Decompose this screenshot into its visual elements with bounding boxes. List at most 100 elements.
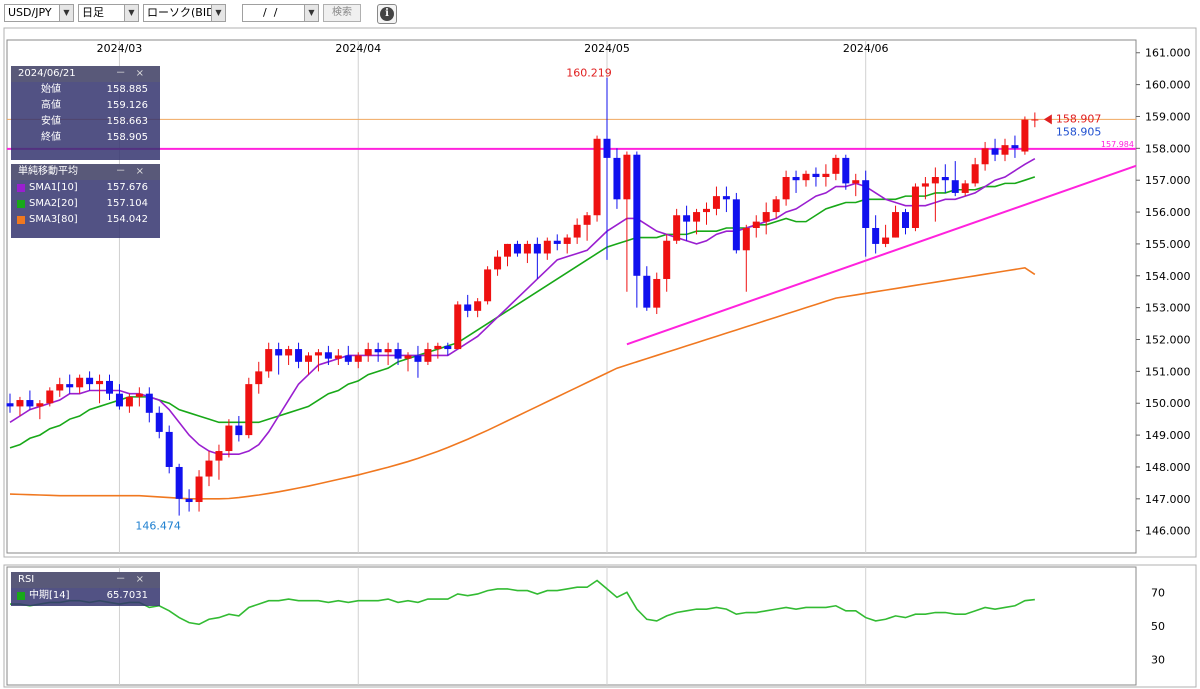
plot-area: [6, 39, 1137, 554]
panel-controls[interactable]: －×: [116, 164, 154, 180]
candle-body: [444, 345, 452, 350]
y-tick-label: 156.000: [1145, 206, 1191, 219]
x-tick-label: 2024/03: [97, 42, 143, 55]
candle-body: [374, 349, 382, 353]
chevron-down-icon[interactable]: ▼: [211, 5, 225, 21]
ohlc-label: 始値: [41, 84, 61, 95]
panel-controls[interactable]: －×: [116, 66, 154, 82]
timeframe-select[interactable]: 日足 ▼: [78, 4, 139, 22]
candle-body: [1021, 119, 1029, 152]
date-input[interactable]: / / ▼: [242, 4, 319, 22]
ohlc-row-open: 始値 158.885: [11, 82, 160, 98]
rsi-plot-area: [6, 566, 1137, 686]
ohlc-value: 158.885: [106, 84, 148, 95]
chevron-down-icon[interactable]: ▼: [59, 5, 73, 21]
candle-body: [892, 212, 900, 238]
y-tick-label: 154.000: [1145, 270, 1191, 283]
rsi-line: [10, 579, 1035, 626]
candle-body: [782, 177, 790, 200]
candle-body: [424, 349, 432, 362]
candle-body: [404, 355, 412, 359]
sma-label: SMA1[10]: [29, 182, 78, 193]
minimize-icon[interactable]: －: [115, 166, 136, 177]
candle-body: [703, 208, 710, 213]
candle-body: [693, 212, 701, 222]
x-tick-label: 2024/06: [843, 42, 889, 55]
candle-body: [712, 196, 720, 209]
symbol-select[interactable]: USD/JPY ▼: [4, 4, 74, 22]
candle-body: [722, 196, 730, 200]
panel-controls[interactable]: －×: [116, 572, 154, 588]
candle-body: [76, 377, 84, 388]
candle-body: [66, 384, 74, 388]
candle-body: [732, 199, 740, 251]
candle-body: [195, 476, 203, 503]
rsi-row[interactable]: 中期[14] 65.7031: [11, 588, 160, 604]
candle-body: [275, 349, 283, 356]
candle-body: [643, 275, 651, 308]
last-close-label: 158.905: [1056, 125, 1102, 138]
candle-body: [305, 355, 312, 362]
candle-body: [295, 349, 303, 362]
sma-value: 154.042: [106, 214, 148, 225]
candle-body: [951, 180, 959, 193]
rsi-label: 中期[14]: [29, 590, 70, 601]
ohlc-date: 2024/06/21: [18, 68, 76, 79]
close-icon[interactable]: ×: [135, 68, 154, 79]
y-tick-label: 159.000: [1145, 110, 1191, 123]
rsi-tick-label: 70: [1151, 586, 1165, 599]
sma-value: 157.676: [106, 182, 148, 193]
candle-body: [165, 431, 173, 467]
candle-body: [563, 237, 571, 244]
candle-body: [235, 425, 243, 436]
minimize-icon[interactable]: －: [115, 68, 136, 79]
rsi-tick-label: 30: [1151, 654, 1165, 667]
sma1-swatch: [17, 184, 25, 192]
chart-kind-select[interactable]: ローソク(BID) ▼: [143, 4, 226, 22]
high-label: 160.219: [566, 67, 612, 80]
candle-body: [354, 355, 362, 362]
last-price-marker: [1043, 114, 1052, 125]
candle-body: [454, 304, 462, 350]
close-icon[interactable]: ×: [135, 574, 154, 585]
candle-body: [882, 237, 890, 244]
rsi-swatch: [17, 592, 25, 600]
candle-body: [504, 243, 511, 257]
candle-body: [494, 256, 502, 270]
candle-body: [911, 186, 919, 228]
sma-row[interactable]: SMA1[10] 157.676: [11, 180, 160, 196]
candle-body: [603, 138, 611, 158]
y-tick-label: 150.000: [1145, 397, 1191, 410]
close-icon[interactable]: ×: [135, 166, 154, 177]
sma-row[interactable]: SMA3[80] 154.042: [11, 212, 160, 228]
ohlc-label: 高値: [41, 100, 61, 111]
info-icon: i: [380, 7, 394, 21]
candle-body: [1031, 119, 1039, 121]
chevron-down-icon[interactable]: ▼: [124, 5, 138, 21]
chevron-down-icon[interactable]: ▼: [304, 5, 318, 21]
ohlc-panel: 2024/06/21 －× 始値 158.885 高値 159.126 安値 158.…: [11, 66, 160, 160]
last-bid-label: 158.907: [1056, 112, 1102, 125]
ohlc-row-low: 安値 158.663: [11, 114, 160, 130]
candle-body: [971, 164, 979, 184]
candle-body: [175, 466, 183, 499]
candle-body: [961, 183, 969, 193]
candle-body: [56, 384, 64, 391]
search-button[interactable]: 検索: [323, 4, 361, 22]
candle-body: [792, 177, 800, 181]
horizontal-line-label: 157.984: [1101, 140, 1134, 149]
y-tick-label: 152.000: [1145, 334, 1191, 347]
sma-row[interactable]: SMA2[20] 157.104: [11, 196, 160, 212]
sma-value: 157.104: [106, 198, 148, 209]
candle-body: [394, 349, 402, 359]
candle-body: [842, 157, 850, 184]
candle-body: [215, 451, 223, 461]
info-button[interactable]: i: [377, 4, 397, 24]
ohlc-panel-header: 2024/06/21 －×: [11, 66, 160, 82]
candle-body: [673, 215, 681, 241]
minimize-icon[interactable]: －: [115, 574, 136, 585]
candle-body: [185, 498, 193, 503]
sma-label: SMA2[20]: [29, 198, 78, 209]
candle-body: [981, 148, 989, 165]
